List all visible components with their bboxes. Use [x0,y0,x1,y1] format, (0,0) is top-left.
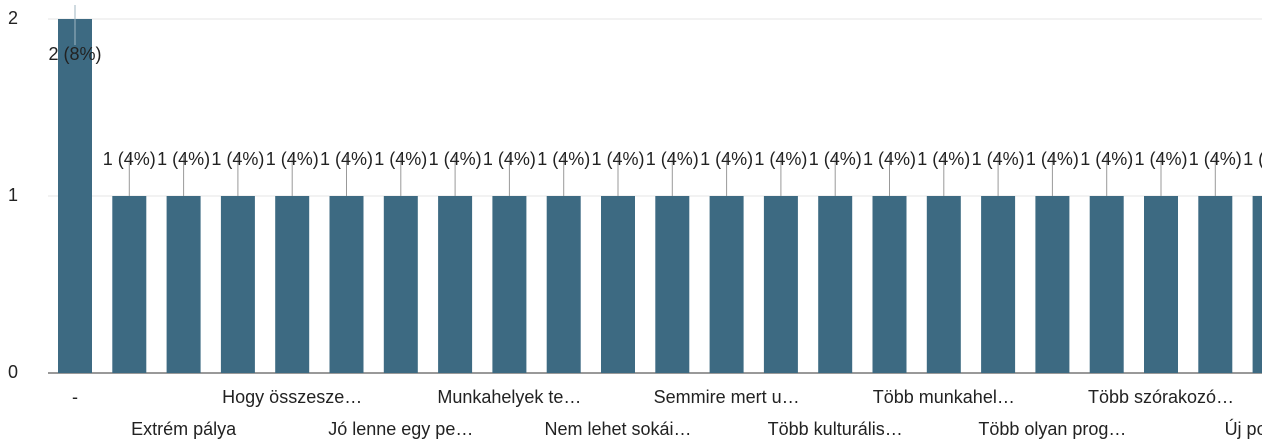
bar [1089,196,1124,373]
bar [1198,196,1233,373]
bar [872,196,907,373]
bar [58,19,92,373]
bar [601,196,635,373]
x-tick-label: Több olyan prog… [978,419,1126,439]
data-label: 1 (4%) [1189,149,1242,169]
data-label: 1 (4%) [1243,149,1282,169]
y-tick-label: 0 [8,362,18,382]
data-label: 1 (4%) [646,149,699,169]
bar [1035,196,1070,373]
bar [546,196,581,373]
data-label: 1 (4%) [700,149,753,169]
x-tick-label: Új polgár… [1225,418,1282,439]
data-label: 1 (4%) [1134,149,1187,169]
bar [981,196,1016,373]
data-label: 1 (4%) [429,149,482,169]
bar [438,196,473,373]
bar [1252,196,1262,373]
y-tick-label: 2 [8,8,18,28]
bar [166,196,201,373]
data-label: 1 (4%) [103,149,156,169]
bar [709,196,744,373]
x-tick-label: Munkahelyek te… [437,387,581,407]
bar [112,196,147,373]
data-label: 1 (4%) [537,149,590,169]
data-label: 1 (4%) [211,149,264,169]
data-label: 1 (4%) [1026,149,1079,169]
data-label: 1 (4%) [591,149,644,169]
x-tick-label: Nem lehet sokái… [544,419,691,439]
data-label: 1 (4%) [863,149,916,169]
y-tick-label: 1 [8,185,18,205]
x-tick-label: Több kulturális… [768,419,903,439]
bar [1144,196,1178,373]
data-label: 1 (4%) [754,149,807,169]
data-label: 1 (4%) [266,149,319,169]
x-tick-label: Extrém pálya [131,419,237,439]
data-label: 1 (4%) [374,149,427,169]
data-label: 1 (4%) [972,149,1025,169]
data-label: 2 (8%) [48,44,101,64]
bar [655,196,690,373]
bar [926,196,961,373]
bar [220,196,255,373]
data-label: 1 (4%) [320,149,373,169]
x-tick-label: Semmire mert u… [654,387,800,407]
x-tick-label: Jó lenne egy pe… [328,419,473,439]
bar [763,196,798,373]
x-tick-label: Több szórakozó… [1088,387,1234,407]
data-label: 1 (4%) [1080,149,1133,169]
data-label: 1 (4%) [483,149,536,169]
x-tick-label: Hogy összesze… [222,387,362,407]
bar [383,196,418,373]
bar [329,196,364,373]
x-tick-label: - [72,387,78,407]
x-tick-label: Több munkahel… [873,387,1015,407]
bar [818,196,853,373]
data-label: 1 (4%) [157,149,210,169]
bar [492,196,527,373]
data-label: 1 (4%) [809,149,862,169]
bar [275,196,310,373]
data-label: 1 (4%) [917,149,970,169]
